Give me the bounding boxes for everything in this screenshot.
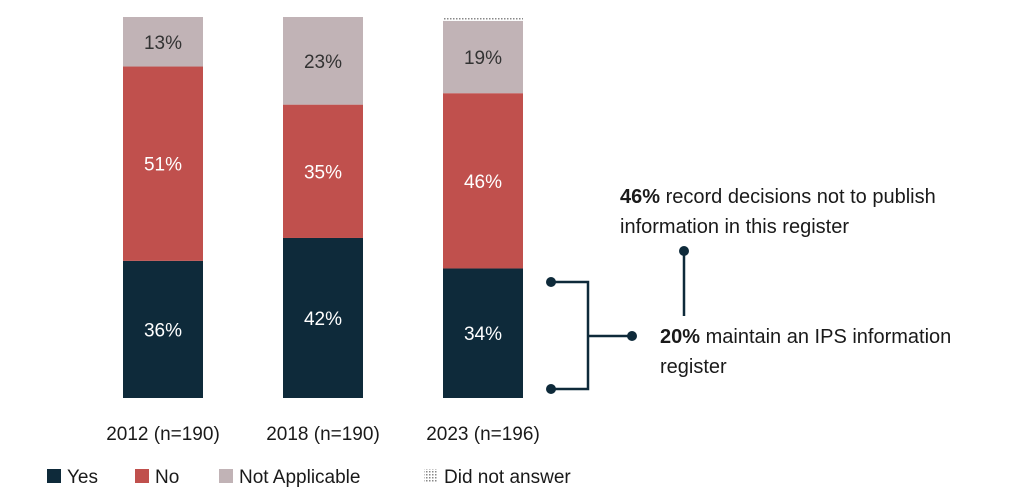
bar-segment-not-applicable (283, 17, 363, 105)
category-label: 2018 (n=190) (266, 424, 380, 445)
category-label: 2023 (n=196) (426, 424, 540, 445)
bracket-annotation (546, 246, 689, 394)
bars-layer (123, 17, 523, 398)
bracket-dot-right (627, 331, 637, 341)
category-label: 2012 (n=190) (106, 424, 220, 445)
bar-segment-not-applicable (123, 17, 203, 67)
legend-swatch (135, 469, 149, 483)
bar-segment-no (123, 66, 203, 261)
data-label: 23% (304, 52, 342, 73)
bar-segment-did-not-answer (443, 17, 523, 21)
annotation-top-text: record decisions not to publish informat… (620, 186, 936, 238)
legend-label: Yes (67, 467, 98, 488)
annotation-bottom-bold: 20% (660, 326, 701, 348)
data-label: 35% (304, 162, 342, 183)
data-label: 36% (144, 320, 182, 341)
data-label: 19% (464, 48, 502, 69)
labels-layer: 36% 51% 13% 2012 (n=190) 42% 35% 23% 2018 (n=19… (106, 33, 540, 445)
bracket-dot-top (546, 277, 556, 287)
bracket-line (551, 280, 632, 391)
data-label: 51% (144, 155, 182, 176)
legend: Yes No Not Applicable Did not answer (47, 467, 571, 488)
legend-label: Not Applicable (239, 467, 360, 488)
legend-swatch (219, 469, 233, 483)
bracket-dot-bottom (546, 384, 556, 394)
annotation-top-bold: 46% (620, 186, 661, 208)
bar-segment-not-applicable (443, 20, 523, 94)
data-label: 13% (144, 33, 182, 54)
bar-segment-yes (443, 268, 523, 398)
legend-swatch (424, 469, 438, 483)
bar-segment-yes (123, 260, 203, 398)
bar-segment-no (283, 104, 363, 238)
annotation-maintain-register: 20% maintain an IPS information register (660, 322, 1020, 382)
legend-label: Did not answer (444, 467, 571, 488)
data-label: 42% (304, 309, 342, 330)
bar-segment-no (443, 93, 523, 269)
annotation-bottom-text: maintain an IPS information register (660, 326, 952, 378)
bar-segment-yes (283, 237, 363, 398)
annotation-record-decisions: 46% record decisions not to publish info… (620, 182, 1015, 242)
connector-dot (679, 246, 689, 256)
legend-swatch (47, 469, 61, 483)
legend-label: No (155, 467, 179, 488)
data-label: 34% (464, 324, 502, 345)
data-label: 46% (464, 172, 502, 193)
